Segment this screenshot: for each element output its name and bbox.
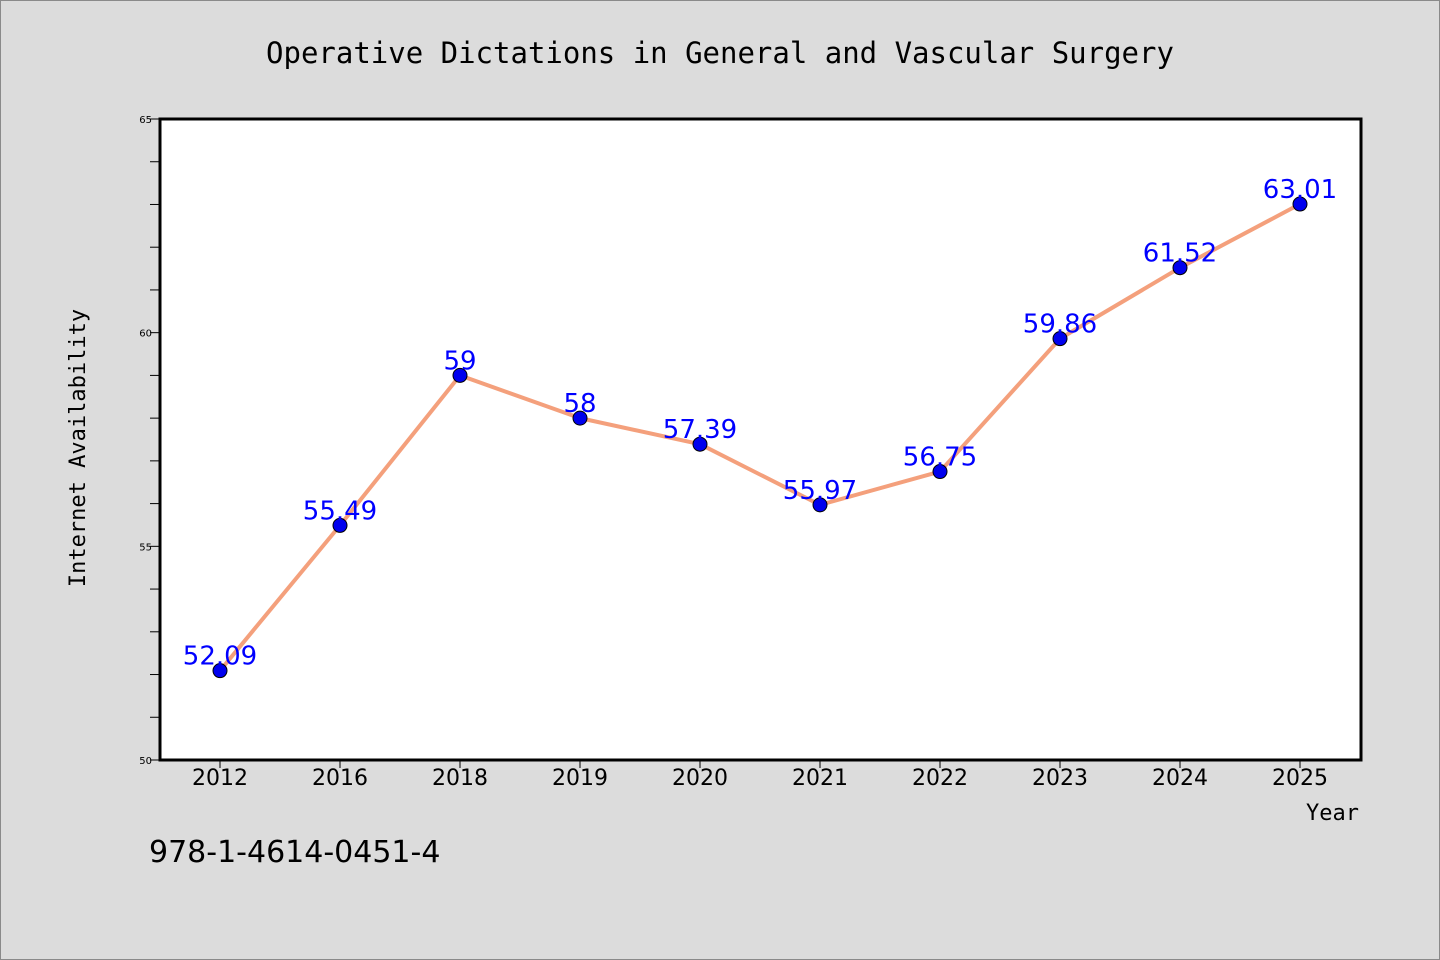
data-point	[572, 410, 588, 426]
y-tick-label: 55	[139, 542, 152, 553]
data-label: 57.39	[663, 415, 737, 445]
y-axis-ticks: 50 55 60 65	[139, 115, 160, 767]
x-tick-label: 2018	[432, 766, 488, 791]
y-tick-label: 50	[139, 756, 152, 767]
data-label: 58	[563, 389, 596, 419]
data-label: 59	[443, 346, 476, 376]
data-point	[1292, 196, 1308, 212]
x-axis-ticks: 2012 2016 2018 2019 2020 2021 2022 2023 2024 2025	[192, 760, 1328, 791]
data-point	[1172, 260, 1188, 276]
data-label: 55.49	[303, 496, 377, 526]
series-line	[218, 202, 1301, 672]
chart-title: Operative Dictations in General and Vasc…	[266, 36, 1174, 70]
data-point	[332, 517, 348, 533]
plot-area	[158, 117, 1363, 762]
data-point	[452, 367, 468, 383]
x-tick-label: 2024	[1152, 766, 1208, 791]
y-axis-label: Internet Availability	[66, 309, 91, 587]
data-point	[692, 436, 708, 452]
x-tick-label: 2025	[1272, 766, 1328, 791]
x-tick-label: 2023	[1032, 766, 1088, 791]
data-point	[1052, 331, 1068, 347]
data-point	[212, 663, 228, 679]
data-label: 63.01	[1263, 175, 1337, 205]
series-group: 52.09 55.49 59 58 57.39 55.97 56.75 59.86 61.52 6…	[183, 175, 1337, 679]
isbn-text: 978-1-4614-0451-4	[149, 835, 441, 870]
data-label: 52.09	[183, 642, 257, 672]
x-axis-label: Year	[1306, 801, 1359, 826]
data-point	[932, 464, 948, 480]
data-point	[812, 497, 828, 513]
x-tick-label: 2022	[912, 766, 968, 791]
x-tick-label: 2020	[672, 766, 728, 791]
y-tick-label: 65	[139, 115, 152, 126]
data-label: 59.86	[1023, 310, 1097, 340]
data-label: 61.52	[1143, 239, 1217, 269]
x-tick-label: 2016	[312, 766, 368, 791]
x-tick-label: 2021	[792, 766, 848, 791]
x-tick-label: 2019	[552, 766, 608, 791]
x-tick-label: 2012	[192, 766, 248, 791]
data-label: 55.97	[783, 476, 857, 506]
data-label: 56.75	[903, 443, 977, 473]
y-tick-label: 60	[139, 329, 152, 340]
